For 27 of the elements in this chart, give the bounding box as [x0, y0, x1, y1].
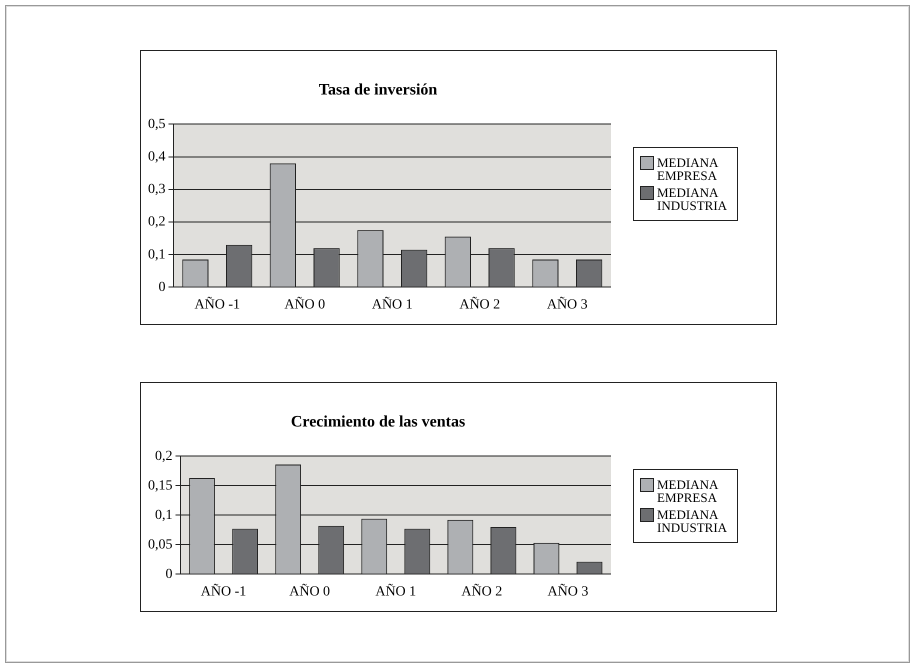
y-tick-label: 0,2 [148, 214, 166, 230]
y-tick-label: 0,3 [148, 182, 166, 198]
legend-label: MEDIANA EMPRESA [657, 155, 720, 183]
legend-label: MEDIANA INDUSTRIA [657, 185, 728, 213]
x-tick-label: AÑO 1 [375, 583, 416, 600]
chart-title: Tasa de inversión [318, 82, 438, 99]
legend-label: MEDIANA INDUSTRIA [657, 507, 728, 535]
x-tick-label: AÑO 2 [461, 583, 502, 600]
y-tick-label: 0,4 [148, 149, 166, 164]
x-tick-label: AÑO 0 [284, 296, 326, 312]
y-tick-label: 0,05 [148, 537, 172, 552]
y-tick-label: 0 [166, 566, 172, 582]
legend-label: MEDIANA EMPRESA [657, 477, 720, 505]
y-tick-label: 0,1 [155, 508, 172, 523]
x-tick-label: AÑO -1 [194, 296, 240, 312]
y-tick-label: 0,1 [148, 247, 166, 262]
x-tick-label: AÑO -1 [200, 583, 246, 600]
y-tick-label: 0 [158, 280, 166, 295]
x-tick-label: AÑO 3 [548, 583, 588, 600]
y-tick-label: 0,2 [155, 448, 172, 464]
x-tick-label: AÑO 3 [546, 296, 588, 312]
y-tick-label: 0,5 [148, 116, 166, 132]
y-tick-label: 0,15 [148, 478, 172, 494]
x-tick-label: AÑO 0 [289, 583, 330, 600]
x-tick-label: AÑO 2 [459, 296, 500, 312]
chart-title: Crecimiento de las ventas [290, 414, 466, 431]
x-tick-label: AÑO 1 [372, 296, 413, 312]
